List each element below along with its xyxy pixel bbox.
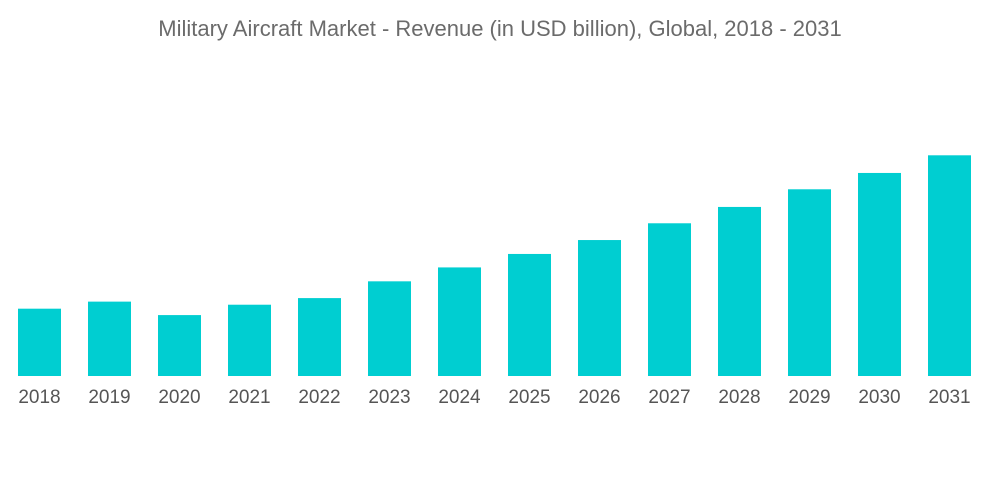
bar-2019 — [88, 301, 131, 376]
x-tick-label: 2028 — [718, 387, 760, 408]
bar-2018 — [18, 308, 61, 376]
bar-2023 — [368, 281, 411, 376]
chart-title: Military Aircraft Market - Revenue (in U… — [158, 16, 842, 41]
x-tick-label: 2021 — [228, 387, 270, 408]
bar-2026 — [578, 240, 621, 376]
x-tick-label: 2027 — [648, 387, 690, 408]
x-tick-label: 2020 — [158, 387, 200, 408]
x-tick-label: 2024 — [438, 387, 481, 408]
x-tick-label: 2030 — [858, 387, 900, 408]
bar-2022 — [298, 298, 341, 376]
bar-2031 — [928, 155, 971, 376]
bar-2024 — [438, 267, 481, 376]
x-tick-label: 2023 — [368, 387, 410, 408]
x-tick-label: 2022 — [298, 387, 340, 408]
bar-2021 — [228, 304, 271, 376]
x-tick-label: 2031 — [928, 387, 970, 408]
bar-2025 — [508, 253, 551, 376]
x-tick-label: 2026 — [578, 387, 620, 408]
x-tick-label: 2018 — [18, 387, 60, 408]
bar-2027 — [648, 223, 691, 376]
bar-2028 — [718, 206, 761, 376]
x-tick-label: 2025 — [508, 387, 550, 408]
bar-2029 — [788, 189, 831, 376]
bar-2020 — [158, 315, 201, 376]
bar-2030 — [858, 172, 901, 376]
x-tick-label: 2019 — [88, 387, 130, 408]
x-tick-label: 2029 — [788, 387, 830, 408]
